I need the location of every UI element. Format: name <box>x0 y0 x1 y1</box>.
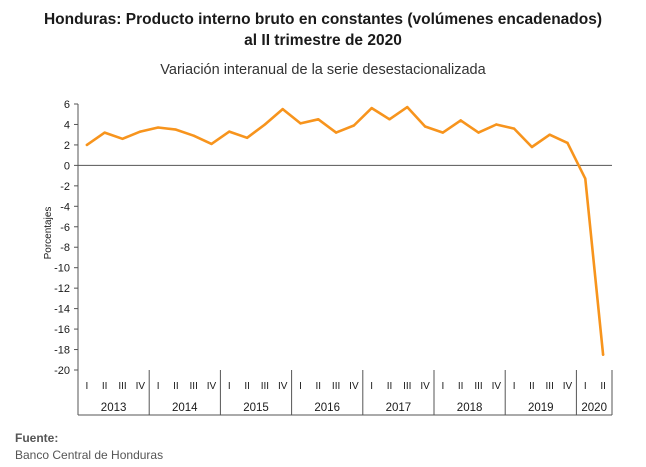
data-point <box>370 106 373 110</box>
data-point <box>299 122 302 125</box>
y-tick-label: 2 <box>64 140 70 152</box>
data-point <box>495 123 498 126</box>
y-tick-label: -10 <box>54 263 70 275</box>
data-point <box>566 141 569 145</box>
data-point <box>103 131 106 134</box>
y-tick-label: 4 <box>64 119 70 131</box>
x-quarter-label: I <box>442 381 445 392</box>
y-tick-label: 0 <box>64 160 70 172</box>
x-quarter-label: IV <box>420 381 430 392</box>
data-point <box>512 127 516 130</box>
data-point <box>245 136 249 139</box>
x-year-label: 2017 <box>386 402 412 414</box>
data-point <box>228 130 231 133</box>
x-quarter-label: IV <box>207 381 217 392</box>
x-quarter-label: II <box>244 381 250 392</box>
x-year-label: 2016 <box>314 402 340 414</box>
data-point <box>352 124 356 127</box>
x-quarter-label: III <box>403 381 411 392</box>
data-point <box>156 126 160 129</box>
chart-subtitle: Variación interanual de la serie desesta… <box>160 62 486 78</box>
x-quarter-label: III <box>474 381 482 392</box>
x-quarter-label: I <box>513 381 516 392</box>
data-point <box>263 123 267 126</box>
source-text: Banco Central de Honduras <box>15 448 164 462</box>
y-tick-label: 6 <box>64 99 70 111</box>
data-point <box>548 133 551 136</box>
data-point <box>584 177 587 180</box>
data-point <box>281 107 284 111</box>
x-quarter-label: I <box>299 381 302 392</box>
y-tick-label: -14 <box>54 304 70 316</box>
data-point <box>530 145 534 149</box>
data-point <box>406 105 409 109</box>
x-quarter-label: I <box>157 381 160 392</box>
x-year-label: 2015 <box>243 402 269 414</box>
x-quarter-label: II <box>458 381 464 392</box>
x-quarter-label: I <box>228 381 231 392</box>
data-point <box>477 131 480 134</box>
x-quarter-label: III <box>261 381 269 392</box>
line-chart: 6 4 2 0 -2 -4 -6 -8 -10 -12 -14 -16 -18 -20 Porcentaje… <box>43 99 613 416</box>
y-tick-label: -16 <box>54 324 70 336</box>
data-point <box>121 137 124 140</box>
y-tick-label: -4 <box>60 201 70 213</box>
y-tick-label: -12 <box>54 283 70 295</box>
y-tick-label: -20 <box>54 365 70 377</box>
y-tick-label: -18 <box>54 345 70 357</box>
x-quarter-label: III <box>118 381 126 392</box>
chart-title-line-1: Honduras: Producto interno bruto en cons… <box>43 11 603 28</box>
x-year-label: 2019 <box>528 402 554 414</box>
data-point <box>423 125 427 128</box>
x-quarter-label: III <box>190 381 198 392</box>
source-note: Fuente: Banco Central de Honduras <box>15 430 163 464</box>
series-line <box>85 105 605 357</box>
x-quarter-label: II <box>600 381 606 392</box>
x-quarter-label: I <box>584 381 587 392</box>
x-quarter-label: III <box>332 381 340 392</box>
x-quarter-label: IV <box>278 381 288 392</box>
x-quarter-label: II <box>387 381 393 392</box>
x-year-label: 2018 <box>457 402 483 414</box>
y-axis-title: Porcentajes <box>43 207 54 260</box>
data-point <box>317 118 320 121</box>
data-point <box>334 131 338 134</box>
data-point <box>192 134 195 137</box>
x-year-label: 2020 <box>581 402 607 414</box>
x-quarter-label: IV <box>492 381 502 392</box>
chart-title-line-2: al II trimestre de 2020 <box>244 32 402 49</box>
x-quarter-label: IV <box>349 381 359 392</box>
x-quarter-label: IV <box>563 381 573 392</box>
x-year-label: 2013 <box>101 402 127 414</box>
x-quarter-label: I <box>370 381 373 392</box>
data-point <box>459 119 462 122</box>
x-quarter-label: I <box>86 381 89 392</box>
x-quarter-label: II <box>102 381 108 392</box>
data-point <box>441 131 445 134</box>
y-tick-label: -6 <box>60 222 70 234</box>
source-label: Fuente: <box>15 431 59 445</box>
data-point <box>139 130 142 133</box>
x-year-label: 2014 <box>172 402 198 414</box>
data-point <box>601 353 605 356</box>
y-tick-label: -8 <box>60 242 70 254</box>
y-tick-label: -2 <box>60 181 70 193</box>
data-point <box>210 142 213 146</box>
data-point <box>174 128 178 131</box>
x-quarter-label: III <box>546 381 554 392</box>
data-point <box>85 143 89 147</box>
x-quarter-label: II <box>316 381 322 392</box>
data-point <box>388 118 391 121</box>
x-quarter-label: II <box>173 381 179 392</box>
x-quarter-label: II <box>529 381 535 392</box>
x-quarter-label: IV <box>136 381 146 392</box>
